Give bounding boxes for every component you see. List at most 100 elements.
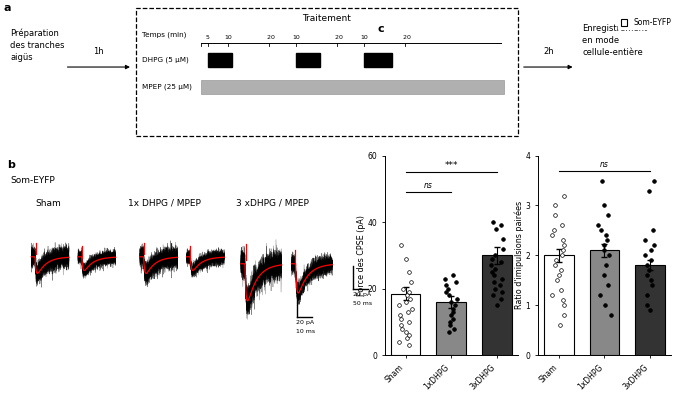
Point <box>495 282 506 288</box>
Point <box>496 275 507 282</box>
Y-axis label: Ratio d'imipulsions pairées: Ratio d'imipulsions pairées <box>515 201 524 309</box>
Point <box>445 322 456 328</box>
Bar <box>201 80 504 94</box>
Point <box>488 279 499 285</box>
Point <box>550 202 561 209</box>
Point <box>646 247 656 254</box>
Point <box>441 282 452 288</box>
Point <box>552 277 563 283</box>
Point <box>603 212 614 219</box>
Point <box>400 255 411 262</box>
Point <box>402 309 413 315</box>
Text: 20 pA: 20 pA <box>296 320 315 325</box>
Point <box>643 267 654 274</box>
Point <box>394 339 405 345</box>
Text: Traitement: Traitement <box>302 14 351 24</box>
Point <box>488 219 498 225</box>
Point <box>601 232 612 239</box>
Bar <box>590 251 619 355</box>
Point <box>448 309 459 315</box>
Point <box>447 315 458 322</box>
Point <box>439 275 450 282</box>
Point <box>394 302 405 308</box>
Text: Som-EYFP: Som-EYFP <box>11 176 55 185</box>
Point <box>648 227 659 234</box>
Point <box>558 297 569 304</box>
Point <box>639 237 650 243</box>
Text: Sham: Sham <box>35 199 61 208</box>
Point <box>599 242 609 249</box>
Point <box>558 302 569 308</box>
Point <box>548 227 559 234</box>
Point <box>403 289 414 295</box>
Point <box>396 322 407 328</box>
Text: 20: 20 <box>331 35 343 40</box>
Text: 10: 10 <box>292 35 300 40</box>
Point <box>593 222 604 229</box>
Point <box>397 285 408 292</box>
Point <box>600 302 611 308</box>
Point <box>489 285 500 292</box>
Point <box>556 287 567 294</box>
Point <box>400 299 411 305</box>
Text: MPEP (25 µM): MPEP (25 µM) <box>142 84 191 90</box>
Point <box>550 257 561 264</box>
Point <box>446 299 457 305</box>
Point <box>492 302 503 308</box>
Point <box>490 252 501 259</box>
Point <box>406 279 417 285</box>
Point <box>400 329 411 335</box>
Point <box>496 289 507 295</box>
Point <box>649 242 660 249</box>
Point <box>554 272 565 279</box>
Point <box>486 262 496 269</box>
Point <box>446 312 457 318</box>
Point <box>405 295 415 302</box>
Bar <box>544 255 573 355</box>
Point <box>601 262 612 269</box>
Point <box>605 312 616 318</box>
Point <box>557 237 568 243</box>
Point <box>601 237 612 243</box>
Point <box>648 177 659 184</box>
Point <box>549 262 560 269</box>
Text: 2h: 2h <box>543 47 554 56</box>
Point <box>496 259 507 265</box>
Text: 20: 20 <box>263 35 275 40</box>
Point <box>644 188 654 194</box>
Point <box>558 192 569 199</box>
Point <box>547 232 558 239</box>
Point <box>394 312 405 318</box>
Bar <box>364 53 392 67</box>
Text: b: b <box>7 160 15 170</box>
Point <box>450 279 461 285</box>
Point <box>489 272 500 279</box>
Point <box>646 257 656 264</box>
Point <box>550 212 560 219</box>
Text: DHPG (5 µM): DHPG (5 µM) <box>142 57 189 63</box>
Point <box>557 247 568 254</box>
Point <box>487 292 498 298</box>
Point <box>447 272 458 279</box>
Point <box>496 222 507 229</box>
Point <box>448 325 459 332</box>
Point <box>599 272 609 279</box>
Text: a: a <box>3 3 11 13</box>
Point <box>547 292 558 298</box>
Point <box>402 335 413 342</box>
Point <box>497 245 508 252</box>
Text: 1h: 1h <box>93 47 104 56</box>
Bar <box>136 8 518 136</box>
Point <box>596 227 607 234</box>
Text: 20 pA: 20 pA <box>353 292 370 297</box>
Point <box>487 269 498 275</box>
Point <box>395 242 406 249</box>
Text: 10: 10 <box>224 35 232 40</box>
Point <box>402 292 413 298</box>
Text: Temps (min): Temps (min) <box>142 32 186 38</box>
Point <box>452 295 462 302</box>
Point <box>645 307 656 314</box>
Text: c: c <box>378 24 385 34</box>
Point <box>491 225 502 232</box>
Point <box>559 312 570 318</box>
